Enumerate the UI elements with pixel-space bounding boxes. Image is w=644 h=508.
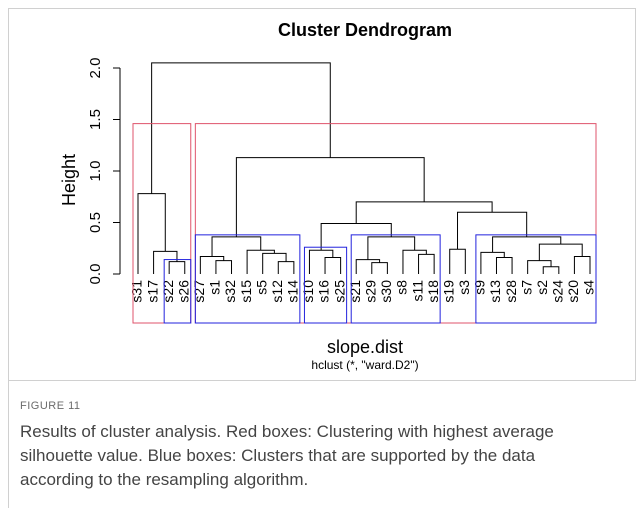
chart-title: Cluster Dendrogram <box>278 20 452 40</box>
cluster-box <box>132 123 192 324</box>
merge-link <box>542 266 560 274</box>
merge-link <box>151 62 331 194</box>
merge-link <box>371 262 388 274</box>
merge-link <box>418 253 435 274</box>
leaf-label: s2 <box>534 280 550 295</box>
y-tick-label: 0.5 <box>87 212 104 233</box>
x-axis-label: slope.dist <box>327 337 403 357</box>
merge-link <box>277 261 295 274</box>
leaf-label: s22 <box>160 280 176 303</box>
leaf-label: s9 <box>472 280 488 295</box>
merge-link <box>199 255 225 274</box>
leaf-label: s17 <box>144 280 160 303</box>
cluster-box <box>475 234 597 324</box>
merge-link <box>538 243 583 261</box>
merge-link <box>355 259 381 274</box>
leaf-label: s7 <box>518 280 534 295</box>
leaf-label: s25 <box>331 280 347 303</box>
merge-link <box>402 249 427 274</box>
merge-link <box>367 236 416 260</box>
leaf-label: s30 <box>378 280 394 303</box>
leaf-label: s12 <box>269 280 285 303</box>
leaf-label: s10 <box>300 280 316 303</box>
merge-link <box>449 248 466 274</box>
cluster-box <box>194 234 301 324</box>
leaf-label: s3 <box>456 280 472 295</box>
leaf-label: s16 <box>316 280 332 303</box>
leaf-label: s8 <box>394 280 410 295</box>
leaf-label: s1 <box>207 280 223 295</box>
y-axis-label: Height <box>59 154 79 206</box>
cluster-box <box>303 246 348 324</box>
leaf-label: s19 <box>440 280 456 303</box>
leaf-label: s20 <box>565 280 581 303</box>
merge-link <box>495 257 513 274</box>
merge-link <box>324 257 342 274</box>
merge-link <box>492 236 562 253</box>
merge-link <box>355 201 493 224</box>
leaf-label: s29 <box>362 280 378 303</box>
cluster-box <box>350 234 441 324</box>
merge-link <box>573 255 591 274</box>
subtitle: hclust (*, "ward.D2") <box>311 358 418 372</box>
cluster-box <box>163 259 192 324</box>
leaf-label: s13 <box>487 280 503 303</box>
y-tick-label: 0.0 <box>87 264 104 285</box>
y-tick-label: 1.0 <box>87 161 104 182</box>
merge-link <box>168 261 186 274</box>
leaf-label: s21 <box>347 280 363 303</box>
leaf-label: s4 <box>581 280 597 295</box>
merge-link <box>137 193 166 274</box>
leaf-label: s28 <box>503 280 519 303</box>
merge-link <box>153 250 178 274</box>
leaf-label: s5 <box>253 280 269 295</box>
figure-frame <box>8 8 636 381</box>
leaf-label: s26 <box>175 280 191 303</box>
leaf-label: s15 <box>238 280 254 303</box>
merge-link <box>211 236 262 257</box>
figure-label: FIGURE 11 <box>20 400 81 412</box>
leaf-label: s11 <box>409 280 425 302</box>
leaf-label: s18 <box>425 280 441 303</box>
merge-link <box>480 251 505 274</box>
figure-caption: Results of cluster analysis. Red boxes: … <box>20 422 554 489</box>
merge-link <box>215 260 233 274</box>
leaf-label: s14 <box>285 280 301 303</box>
y-tick-label: 1.5 <box>87 109 104 130</box>
leaf-label: s32 <box>222 280 238 303</box>
leaf-label: s31 <box>129 280 145 303</box>
leaf-label: s27 <box>191 280 207 303</box>
leaf-label: s24 <box>550 280 566 303</box>
merge-link <box>527 260 552 274</box>
y-tick-label: 2.0 <box>87 58 104 79</box>
merge-link <box>308 249 334 274</box>
merge-link <box>262 252 287 274</box>
merge-link <box>235 157 425 237</box>
